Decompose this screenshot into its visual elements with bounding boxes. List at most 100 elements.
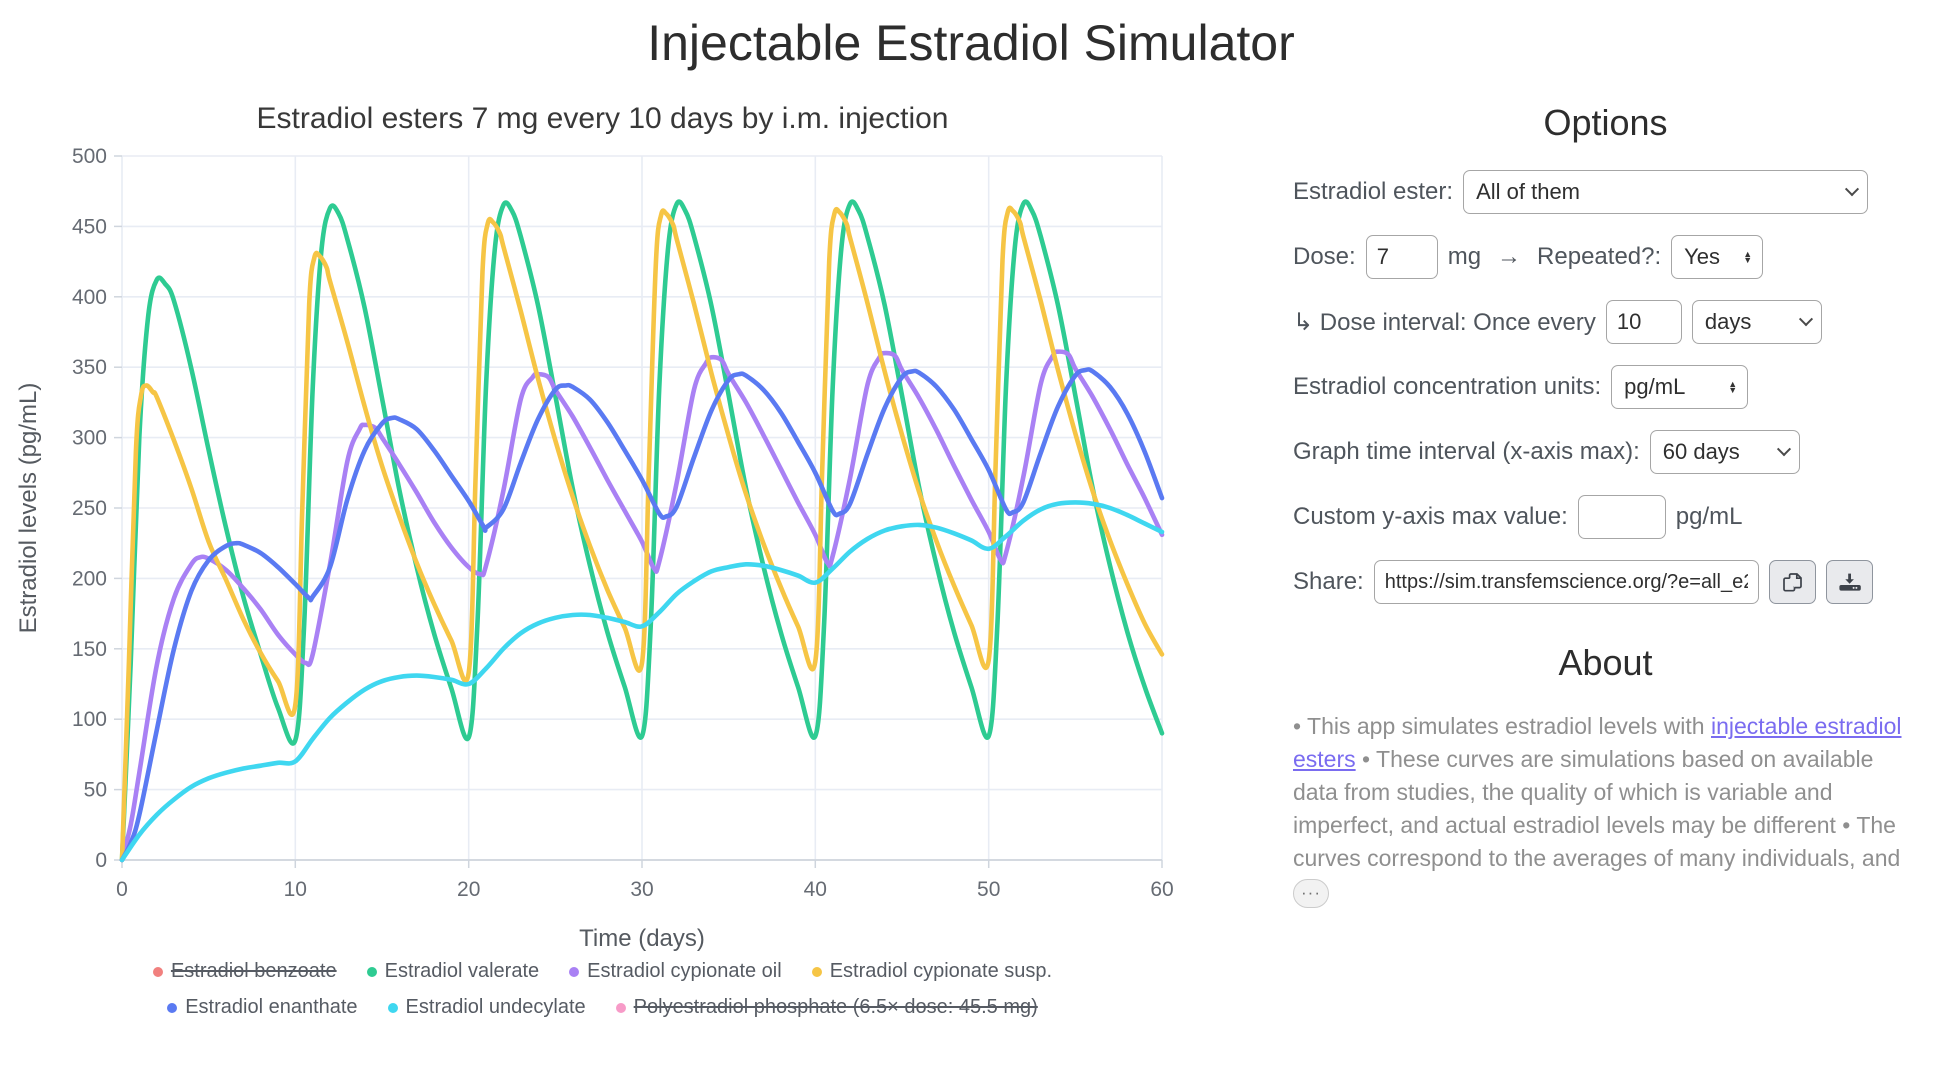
x-tick-label: 20 [457,878,480,901]
dose-interval-label: ↳ Dose interval: Once every [1293,308,1596,336]
legend-marker-icon [152,966,163,977]
chart-title: Estradiol esters 7 mg every 10 days by i… [256,102,949,135]
legend-label: Estradiol cypionate susp. [829,960,1053,982]
x-axis-title: Time (days) [579,925,705,952]
chevron-down-icon [1776,442,1791,457]
x-tick-label: 10 [284,878,307,901]
row-graph-interval: Graph time interval (x-axis max): 60 day… [1293,430,1918,474]
injectable-esters-link[interactable]: injectable estradiol esters [1293,713,1902,773]
repeated-selected-value: Yes [1684,244,1721,269]
units-selected-value: pg/mL [1624,374,1686,399]
custom-y-label: Custom y-axis max value: [1293,503,1568,530]
y-axis-title: Estradiol levels (pg/mL) [15,383,42,634]
legend-marker-icon [387,1002,398,1013]
chart-legend: Estradiol benzoate Estradiol valerate Estr… [10,960,1195,1019]
download-button[interactable] [1825,560,1873,604]
about-text-2: • These curves are simulations based on … [1293,746,1901,872]
legend-item-estradiol-benzoate[interactable]: Estradiol benzoate [152,960,337,983]
y-tick-label: 0 [95,849,107,872]
options-heading: Options [1543,102,1668,143]
about-text-1: • This app simulates estradiol levels wi… [1293,713,1711,739]
y-tick-label: 350 [72,356,107,379]
graph-interval-label: Graph time interval (x-axis max): [1293,438,1640,465]
units-label: Estradiol concentration units: [1293,373,1602,400]
legend-label: Polyestradiol phosphate (6.5× dose: 45.5… [633,996,1038,1018]
series-estradiol-valerate [119,199,1165,863]
row-dose-interval: ↳ Dose interval: Once every days [1293,300,1918,344]
graph-interval-select[interactable]: 60 days [1649,430,1800,474]
share-url-input[interactable] [1373,560,1759,604]
row-dose: Dose: mg → Repeated?: Yes ▲▼ [1293,235,1918,279]
arrow-right-glyph: → [1497,243,1522,270]
legend-marker-icon [366,966,377,977]
download-icon [1839,573,1861,591]
dose-interval-input[interactable] [1605,300,1682,344]
custom-y-unit-label: pg/mL [1675,503,1743,530]
graph-interval-selected-value: 60 days [1662,439,1740,464]
custom-y-input[interactable] [1577,495,1666,539]
y-tick-label: 200 [72,567,107,590]
series-estradiol-enanthate [119,367,1165,863]
legend-item-estradiol-cypionate-susp[interactable]: Estradiol cypionate susp. [811,960,1053,983]
y-tick-label: 250 [72,497,107,520]
legend-label: Estradiol enanthate [185,996,358,1018]
row-concentration-units: Estradiol concentration units: pg/mL ▲ ▼ [1293,365,1918,409]
copy-icon [1782,572,1802,592]
legend-item-estradiol-undecylate[interactable]: Estradiol undecylate [387,996,586,1019]
y-tick-label: 150 [72,638,107,661]
page-title: Injectable Estradiol Simulator [647,15,1295,71]
up-down-arrows-icon: ▲ ▼ [1728,379,1738,395]
legend-item-estradiol-enanthate[interactable]: Estradiol enanthate [167,996,358,1019]
interval-unit-select[interactable]: days [1691,300,1822,344]
legend-marker-icon [811,966,822,977]
series-estradiol-cypionate-susp- [119,205,1165,863]
row-custom-y-max: Custom y-axis max value: pg/mL [1293,495,1918,539]
legend-label: Estradiol undecylate [405,996,586,1018]
copy-link-button[interactable] [1768,560,1816,604]
about-heading: About [1558,642,1653,683]
ester-selected-value: All of them [1476,179,1581,204]
dose-unit-label: mg [1447,243,1482,270]
y-tick-label: 400 [72,286,107,309]
legend-marker-icon [569,966,580,977]
interval-unit-selected-value: days [1704,309,1752,334]
legend-label: Estradiol valerate [384,960,540,982]
repeated-select[interactable]: Yes ▲ ▼ [1671,235,1764,279]
legend-item-estradiol-valerate[interactable]: Estradiol valerate [366,960,540,983]
y-tick-label: 50 [84,779,107,802]
chevron-down-icon [1845,182,1860,197]
dose-label: Dose: [1293,243,1356,270]
chart-panel: Estradiol esters 7 mg every 10 days by i… [10,78,1195,1019]
up-down-arrows-icon: ▲ ▼ [1743,249,1753,265]
row-estradiol-ester: Estradiol ester: All of them [1293,170,1918,214]
ester-label: Estradiol ester: [1293,178,1454,205]
chart-canvas[interactable]: 0 50 100 150 200 250 300 350 400 450 500 0 10 20 30 40 5… [10,138,1195,958]
x-tick-label: 50 [977,878,1000,901]
y-tick-label: 450 [72,215,107,238]
x-tick-label: 0 [116,878,128,901]
main-layout: Estradiol esters 7 mg every 10 days by i… [0,78,1942,1019]
series-estradiol-undecylate [119,500,1165,863]
options-panel: Options Estradiol ester: All of them Dos… [1293,78,1918,909]
about-paragraph: • This app simulates estradiol levels wi… [1293,710,1918,909]
units-select[interactable]: pg/mL ▲ ▼ [1611,365,1749,409]
y-tick-label: 300 [72,427,107,450]
legend-item-estradiol-cypionate-oil[interactable]: Estradiol cypionate oil [569,960,782,983]
dose-input[interactable] [1365,235,1438,279]
y-tick-label: 100 [72,708,107,731]
legend-item-polyestradiol-phosphate-6-5-dose-45-5-mg[interactable]: Polyestradiol phosphate (6.5× dose: 45.5… [615,996,1038,1019]
y-tick-label: 500 [72,145,107,168]
legend-marker-icon [167,1002,178,1013]
legend-label: Estradiol cypionate oil [587,960,782,982]
legend-marker-icon [615,1002,626,1013]
share-label: Share: [1293,568,1364,595]
x-tick-label: 60 [1150,878,1173,901]
ester-select[interactable]: All of them [1463,170,1869,214]
row-share: Share: [1293,560,1918,604]
x-tick-label: 40 [804,878,827,901]
repeated-label: Repeated?: [1537,243,1662,270]
x-tick-label: 30 [630,878,653,901]
legend-label: Estradiol benzoate [170,960,337,982]
chevron-down-icon [1798,312,1813,327]
expand-more-button[interactable]: ··· [1293,878,1329,908]
